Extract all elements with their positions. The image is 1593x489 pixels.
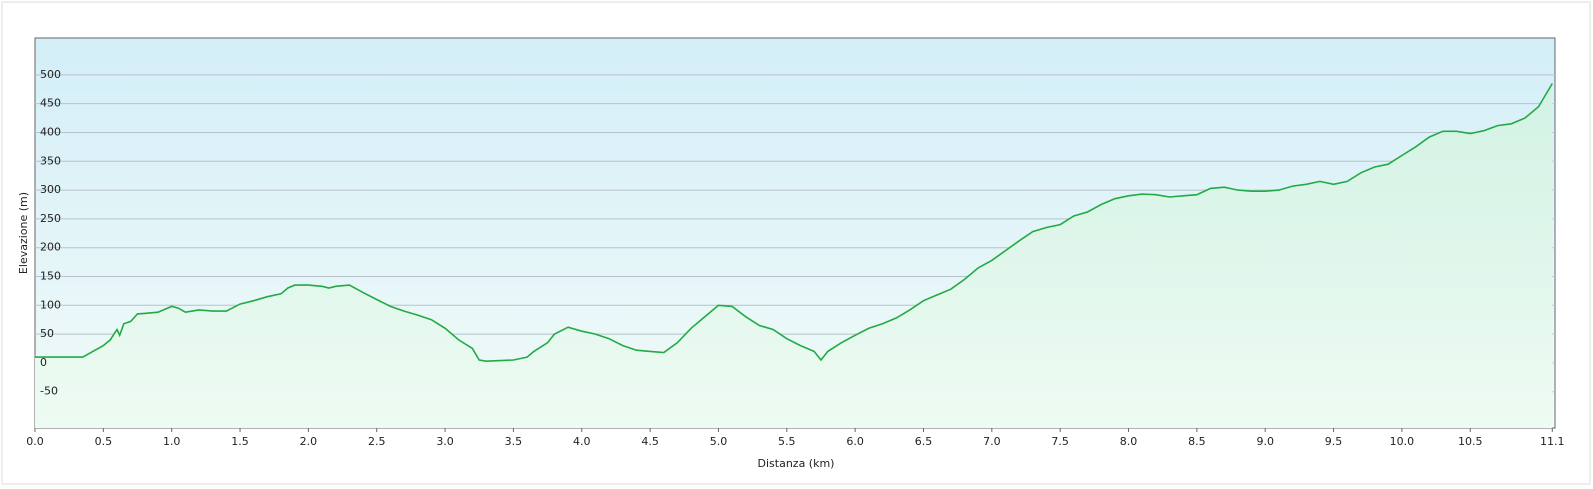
x-tick-label: 8.0: [1120, 435, 1138, 448]
y-tick-label: 300: [40, 183, 61, 196]
x-tick-label: 3.0: [436, 435, 454, 448]
y-tick-label: 350: [40, 154, 61, 167]
x-tick-label: 5.0: [710, 435, 728, 448]
x-tick-label: 10.5: [1458, 435, 1483, 448]
y-axis-label: Elevazione (m): [17, 192, 30, 274]
x-tick-label: 1.0: [163, 435, 181, 448]
y-tick-label: 50: [40, 327, 54, 340]
x-tick-label: 6.0: [846, 435, 864, 448]
x-tick-label: 11.1: [1540, 435, 1565, 448]
x-tick-label: 1.5: [231, 435, 249, 448]
y-tick-label: 150: [40, 269, 61, 282]
x-tick-label: 7.0: [983, 435, 1001, 448]
x-tick-label: 10.0: [1390, 435, 1415, 448]
y-tick-label: 250: [40, 212, 61, 225]
x-tick-label: 0.0: [26, 435, 44, 448]
x-tick-label: 9.0: [1256, 435, 1274, 448]
y-tick-label: 0: [40, 356, 47, 369]
x-tick-label: 4.0: [573, 435, 591, 448]
y-tick-label: 500: [40, 68, 61, 81]
x-tick-label: 9.5: [1325, 435, 1343, 448]
y-tick-label: -50: [40, 385, 58, 398]
x-axis-label: Distanza (km): [758, 457, 835, 470]
y-tick-label: 450: [40, 97, 61, 110]
y-tick-label: 200: [40, 241, 61, 254]
line: [35, 83, 1553, 363]
x-tick-label: 7.5: [1051, 435, 1069, 448]
x-tick-label: 3.5: [505, 435, 523, 448]
x-tick-label: 6.5: [915, 435, 933, 448]
y-tick-label: 400: [40, 125, 61, 138]
area: [35, 83, 1553, 428]
x-tick-label: 2.5: [368, 435, 386, 448]
y-tick-label: 100: [40, 298, 61, 311]
x-tick-label: 4.5: [641, 435, 659, 448]
x-tick-label: 2.0: [300, 435, 318, 448]
x-tick-label: 8.5: [1188, 435, 1206, 448]
x-tick-label: 5.5: [778, 435, 796, 448]
x-tick-label: 0.5: [95, 435, 113, 448]
